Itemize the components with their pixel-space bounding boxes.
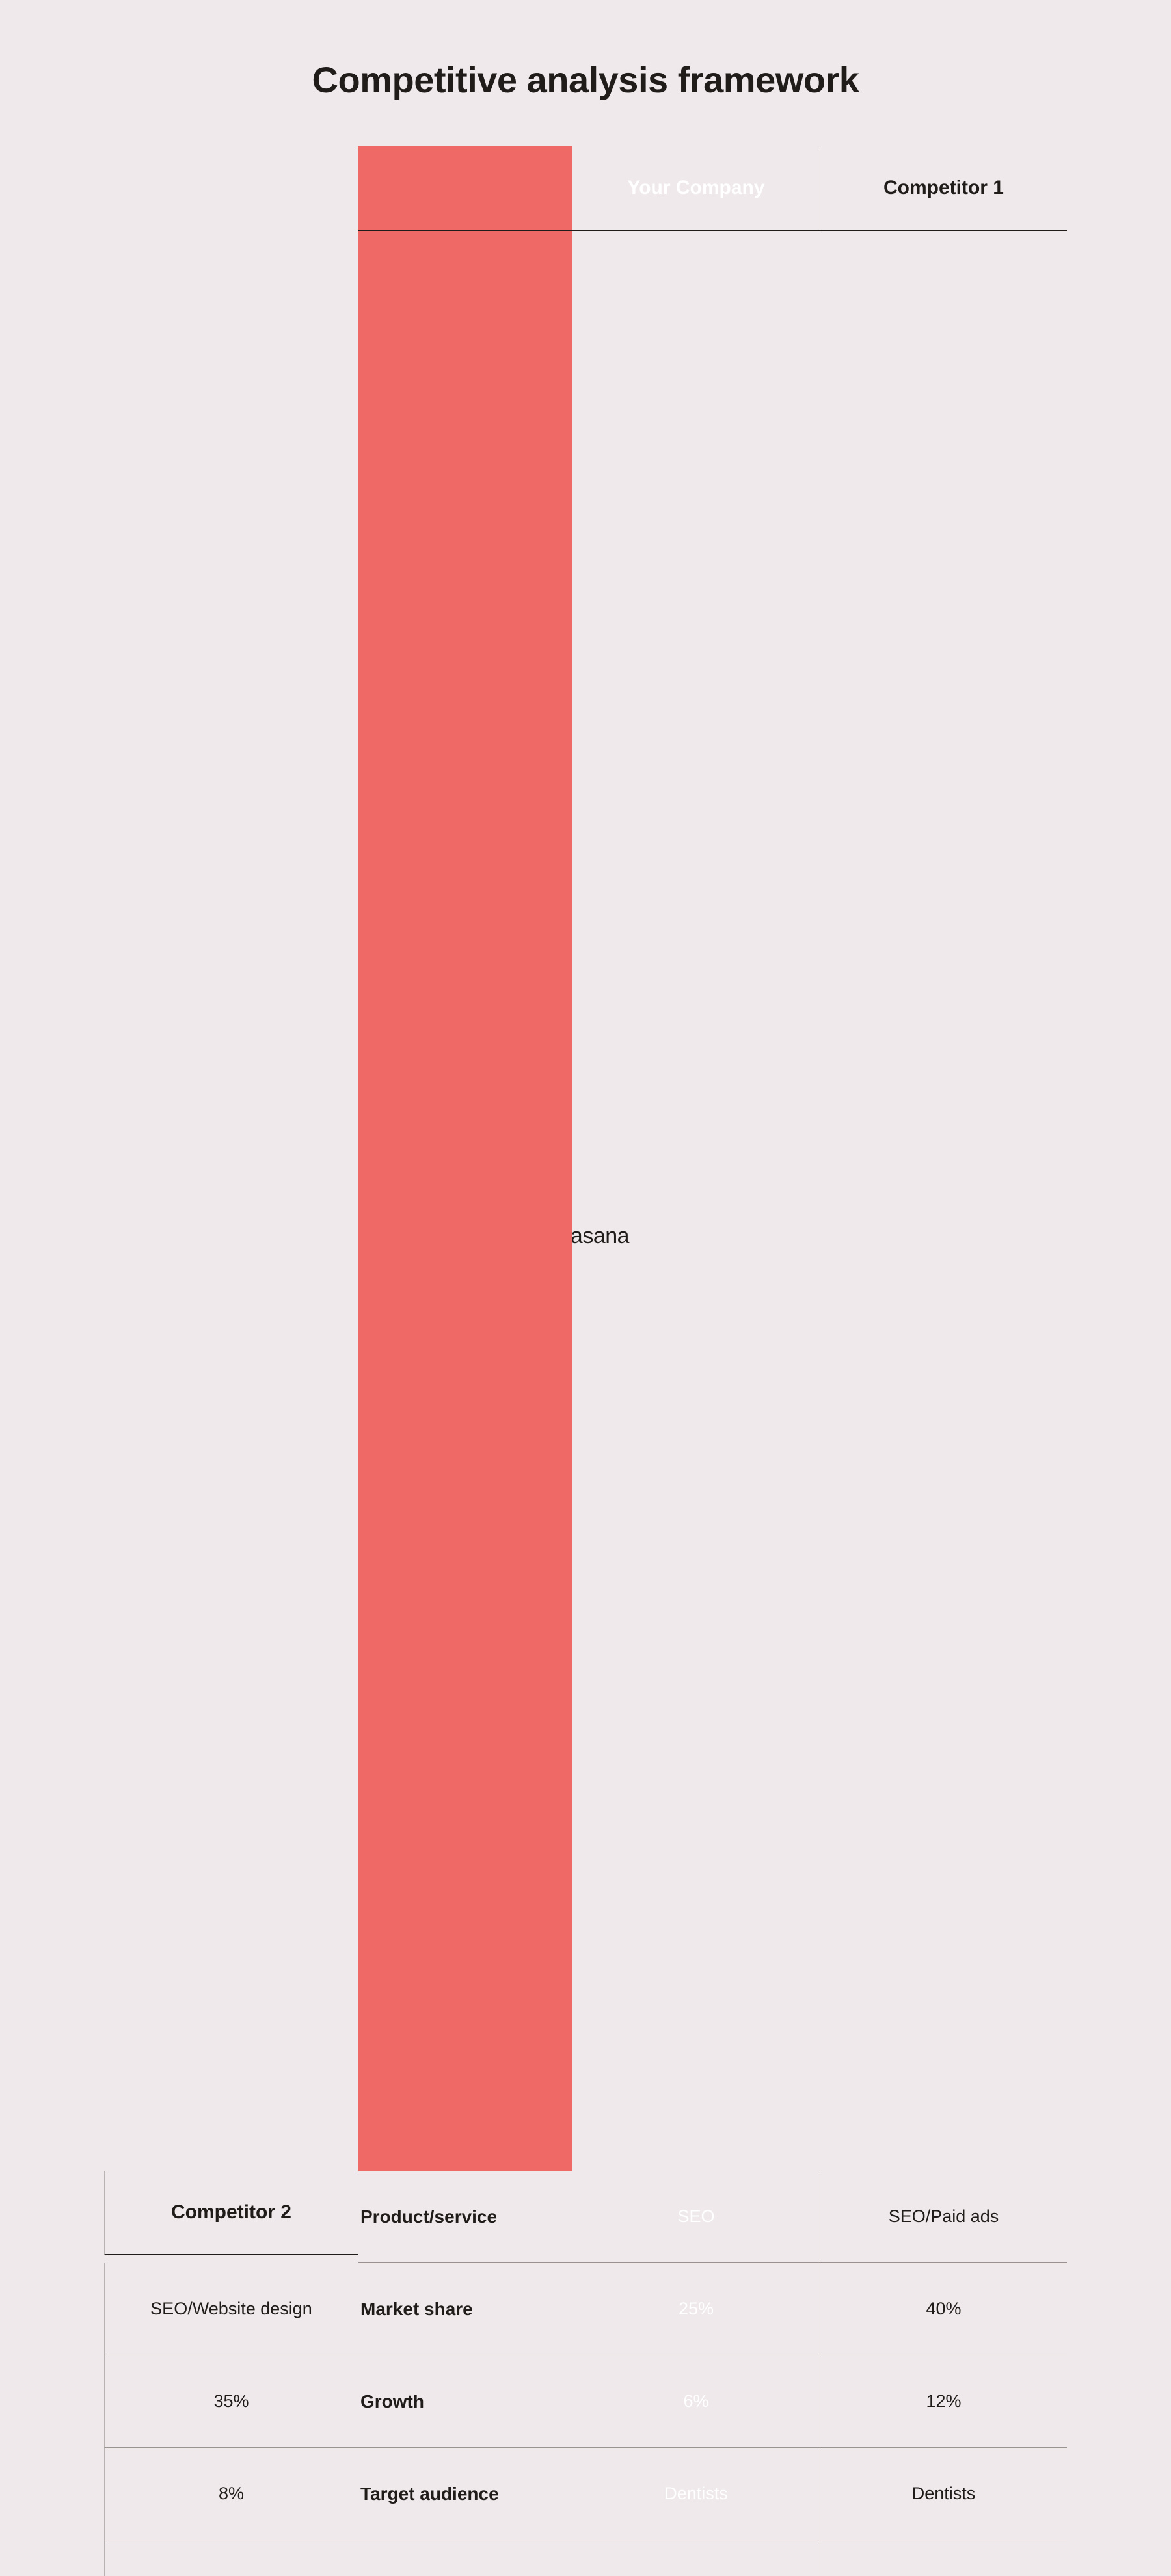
- header-competitor-1: Competitor 1: [820, 146, 1067, 231]
- page-title: Competitive analysis framework: [104, 59, 1067, 101]
- cell-competitor-1: 12%: [820, 2355, 1067, 2448]
- cell-competitor-2: 8%: [104, 2448, 358, 2540]
- cell-competitor-1: 40%: [820, 2263, 1067, 2355]
- cell-competitor-2: 35%: [104, 2355, 358, 2448]
- cell-competitor-1: Hourly: [820, 2540, 1067, 2576]
- row-label: Product/service: [358, 2171, 572, 2263]
- comparison-table: Your Company Competitor 1 Competitor 2 P…: [104, 146, 1067, 2576]
- cell-competitor-2: Dentists: [104, 2540, 358, 2576]
- cell-competitor-2: SEO/Website design: [104, 2263, 358, 2355]
- row-label: Target audience: [358, 2448, 572, 2540]
- cell-your-company: SEO: [572, 2171, 820, 2263]
- row-label: Price structure: [358, 2540, 572, 2576]
- row-label: Market share: [358, 2263, 572, 2355]
- cell-your-company: Monthly fee: [572, 2540, 820, 2576]
- cell-competitor-1: SEO/Paid ads: [820, 2171, 1067, 2263]
- cell-your-company: Dentists: [572, 2448, 820, 2540]
- header-spacer: [358, 146, 572, 231]
- brand-name: asana: [571, 1224, 629, 1249]
- cell-your-company: 6%: [572, 2355, 820, 2448]
- row-label: Growth: [358, 2355, 572, 2448]
- cell-your-company: 25%: [572, 2263, 820, 2355]
- header-your-company: Your Company: [572, 146, 820, 231]
- cell-competitor-1: Dentists: [820, 2448, 1067, 2540]
- header-competitor-2: Competitor 2: [104, 2171, 358, 2255]
- highlight-column-bg: [358, 146, 572, 2171]
